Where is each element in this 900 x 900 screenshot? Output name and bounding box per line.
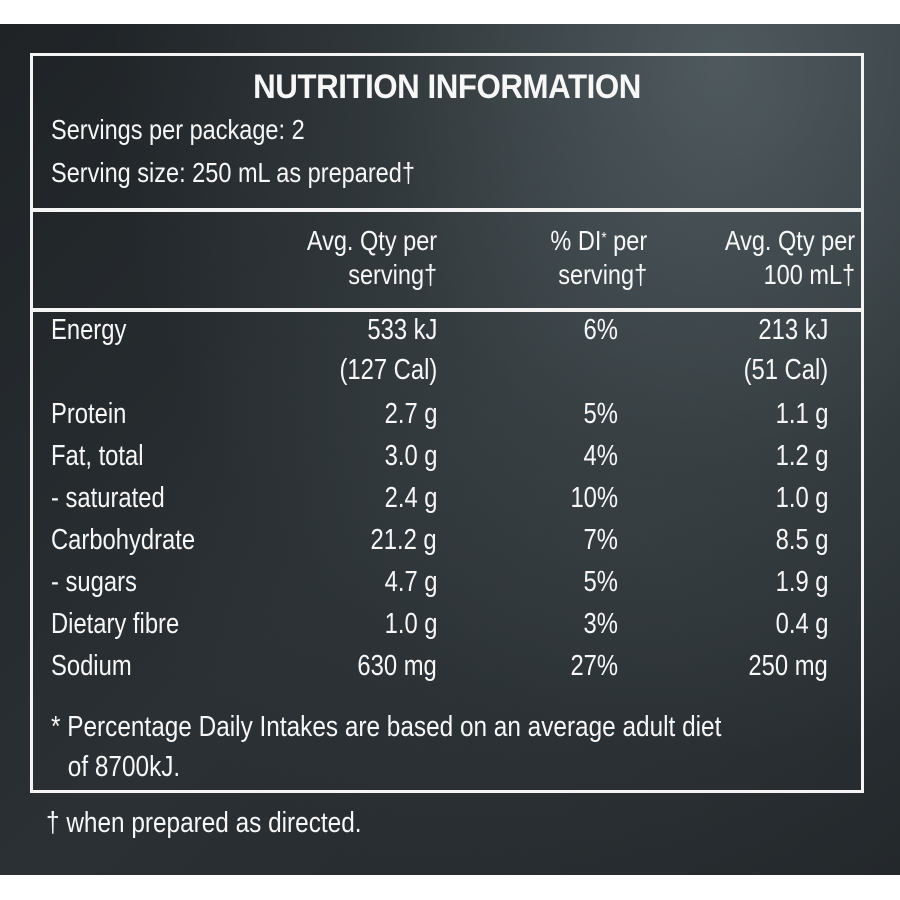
column-header-line: % DI* per xyxy=(550,224,647,258)
table-row-protein: Protein 2.7 g 5% 1.1 g xyxy=(33,398,861,440)
servings-per-package: Servings per package: 2 xyxy=(51,114,305,145)
column-header-per-serving: Avg. Qty per serving† xyxy=(307,224,437,292)
per-serving-value: 630 mg xyxy=(357,650,437,682)
per-serving-value: 3.0 g xyxy=(384,440,437,472)
table-row-carbohydrate: Carbohydrate 21.2 g 7% 8.5 g xyxy=(33,524,861,566)
per-100ml-value: 8.5 g xyxy=(775,524,828,556)
per-serving-value: 2.7 g xyxy=(384,398,437,430)
per-100ml-value: 1.2 g xyxy=(775,440,828,472)
column-header-text: per xyxy=(606,225,647,256)
column-header-line: serving† xyxy=(348,259,437,290)
di-value: 3% xyxy=(583,608,618,640)
column-header-line: serving† xyxy=(558,259,647,290)
footnote-line: of 8700kJ. xyxy=(67,751,181,783)
di-value: 7% xyxy=(583,524,618,556)
per-100ml-value: 1.0 g xyxy=(775,482,828,514)
header-divider-bottom xyxy=(33,308,861,312)
daily-intake-footnote: * Percentage Daily Intakes are based on … xyxy=(51,707,721,787)
per-serving-cal: (127 Cal) xyxy=(339,354,437,386)
di-value: 27% xyxy=(570,650,618,682)
per-100ml-value: 1.1 g xyxy=(775,398,828,430)
table-row-saturated: - saturated 2.4 g 10% 1.0 g xyxy=(33,482,861,524)
column-header-per-100ml: Avg. Qty per 100 mL† xyxy=(725,224,855,292)
per-serving-value: 533 kJ xyxy=(366,314,437,346)
nutrient-name: Fat, total xyxy=(51,440,144,472)
nutrient-name: - saturated xyxy=(51,482,165,514)
per-100ml-cal: (51 Cal) xyxy=(743,354,828,386)
table-row-sugars: - sugars 4.7 g 5% 1.9 g xyxy=(33,566,861,608)
per-100ml-value: 250 mg xyxy=(748,650,828,682)
serving-size: Serving size: 250 mL as prepared† xyxy=(51,157,415,188)
footnote-line: * Percentage Daily Intakes are based on … xyxy=(51,711,722,743)
di-value: 10% xyxy=(570,482,618,514)
nutrient-name: Energy xyxy=(51,314,127,346)
di-value: 5% xyxy=(583,398,618,430)
column-header-line: Avg. Qty per xyxy=(724,225,855,256)
nutrient-name: Carbohydrate xyxy=(51,524,196,556)
asterisk-marker: * xyxy=(601,230,607,247)
nutrient-name: - sugars xyxy=(51,566,137,598)
table-row-sodium: Sodium 630 mg 27% 250 mg xyxy=(33,650,861,692)
nutrition-panel: NUTRITION INFORMATION Servings per packa… xyxy=(0,24,900,875)
per-serving-value: 1.0 g xyxy=(384,608,437,640)
table-title: NUTRITION INFORMATION xyxy=(253,68,641,106)
di-value: 6% xyxy=(583,314,618,346)
header-divider-top xyxy=(33,208,861,212)
column-header-text: % DI xyxy=(550,225,602,256)
per-serving-value: 21.2 g xyxy=(370,524,437,556)
nutrition-table-box: NUTRITION INFORMATION Servings per packa… xyxy=(30,53,864,793)
prepared-as-directed-note: † when prepared as directed. xyxy=(46,807,362,839)
per-100ml-value: 0.4 g xyxy=(775,608,828,640)
column-header-line: Avg. Qty per xyxy=(306,225,437,256)
table-row-energy: Energy 533 kJ (127 Cal) 6% 213 kJ (51 Ca… xyxy=(33,314,861,398)
table-row-fat-total: Fat, total 3.0 g 4% 1.2 g xyxy=(33,440,861,482)
nutrient-name: Protein xyxy=(51,398,127,430)
column-header-line: 100 mL† xyxy=(763,259,855,290)
di-value: 4% xyxy=(583,440,618,472)
nutrient-name: Dietary fibre xyxy=(51,608,180,640)
nutrient-name: Sodium xyxy=(51,650,132,682)
column-header-di-per-serving: % DI* per serving† xyxy=(550,224,647,292)
per-serving-value: 2.4 g xyxy=(384,482,437,514)
di-value: 5% xyxy=(583,566,618,598)
per-serving-value: 4.7 g xyxy=(384,566,437,598)
per-100ml-value: 1.9 g xyxy=(775,566,828,598)
per-100ml-value: 213 kJ xyxy=(757,314,828,346)
table-row-dietary-fibre: Dietary fibre 1.0 g 3% 0.4 g xyxy=(33,608,861,650)
